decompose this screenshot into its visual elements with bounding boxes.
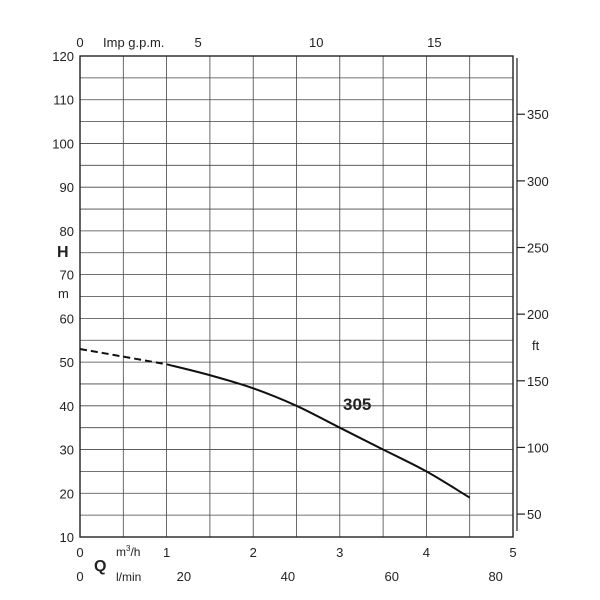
right-tick-label: 300 (527, 174, 549, 189)
plot-frame (79, 55, 514, 538)
x-axis-unit-primary: m3/h (116, 544, 140, 559)
y-tick-label: 80 (60, 224, 74, 239)
x-axis-symbol: Q (94, 558, 106, 575)
y-tick-label: 90 (60, 180, 74, 195)
x-tick-label-lmin: 40 (281, 569, 295, 584)
x-axis-unit-sup: 3 (126, 544, 131, 553)
y-tick-label: 50 (60, 355, 74, 370)
right-tick-label: 50 (527, 507, 541, 522)
x-tick-label-m3h: 5 (509, 545, 516, 560)
right-tick-label: 150 (527, 374, 549, 389)
x-axis-unit-rest: /h (130, 545, 140, 559)
grid (80, 56, 513, 537)
top-tick-label: 5 (194, 35, 201, 50)
right-tick-label: 250 (527, 241, 549, 256)
y-tick-label: 10 (60, 530, 74, 545)
x-tick-label-m3h: 3 (336, 545, 343, 560)
x-tick-label-lmin: 20 (177, 569, 191, 584)
y-tick-label: 20 (60, 486, 74, 501)
curve-305-solid (166, 363, 471, 499)
y-tick-label: 70 (60, 268, 74, 283)
right-axis (516, 58, 525, 531)
right-tick-label: 200 (527, 307, 549, 322)
x-tick-label-lmin: 60 (385, 569, 399, 584)
curve-305-dashed (79, 348, 167, 366)
x-tick-label-m3h: 4 (423, 545, 430, 560)
x-tick-label-lmin: 80 (488, 569, 502, 584)
curves (79, 348, 471, 499)
x-tick-label-m3h: 0 (76, 545, 83, 560)
x-tick-label-m3h: 2 (250, 545, 257, 560)
top-axis-unit-label: Imp g.p.m. (103, 35, 164, 50)
top-tick-label: 0 (76, 35, 83, 50)
series-label-305: 305 (343, 395, 371, 414)
y-axis-symbol: H (57, 244, 69, 261)
y-tick-label: 100 (52, 136, 74, 151)
y-tick-label: 40 (60, 399, 74, 414)
y-tick-label: 30 (60, 443, 74, 458)
x-tick-label-m3h: 1 (163, 545, 170, 560)
y-axis-unit: m (58, 286, 69, 301)
y-tick-label: 110 (53, 93, 74, 108)
x-tick-label-lmin: 0 (76, 569, 83, 584)
right-tick-label: 100 (527, 440, 549, 455)
y-tick-label: 120 (52, 49, 74, 64)
right-tick-label: 350 (527, 107, 549, 122)
x-axis-unit-secondary: l/min (116, 570, 141, 584)
right-axis-unit: ft (532, 338, 540, 353)
y-tick-label: 60 (60, 311, 74, 326)
top-tick-label: 10 (309, 35, 323, 50)
x-axis-unit-base: m (116, 545, 126, 559)
top-tick-label: 15 (427, 35, 441, 50)
